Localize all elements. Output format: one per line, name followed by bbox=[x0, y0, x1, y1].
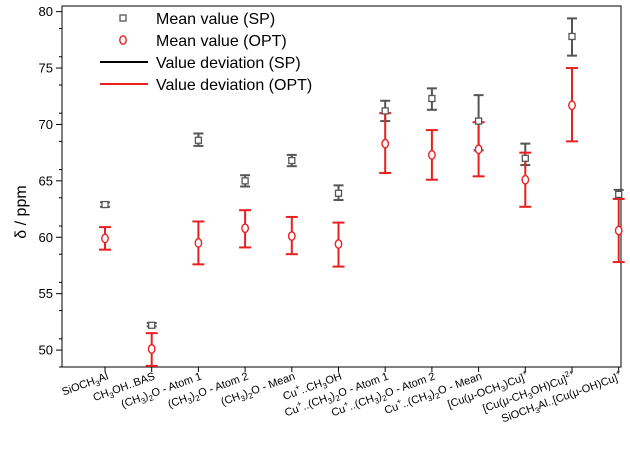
x-category-label-part: 2 bbox=[334, 393, 342, 403]
x-category-label-part: 2 bbox=[434, 391, 442, 401]
x-category-label-part: Cu bbox=[281, 387, 298, 403]
x-category-label-part: 2 bbox=[247, 391, 255, 401]
plot-frame bbox=[61, 5, 622, 368]
x-category-label-part: (CH bbox=[219, 391, 242, 409]
point-opt bbox=[287, 231, 296, 242]
x-category-label: Cu+..CH3OH bbox=[280, 368, 344, 405]
x-category-label-part: 3 bbox=[140, 396, 148, 406]
point-sp bbox=[568, 32, 576, 41]
point-opt bbox=[614, 225, 623, 236]
y-tick-label: 80 bbox=[39, 4, 53, 19]
x-category-label-part: 2 bbox=[381, 393, 389, 403]
point-opt bbox=[381, 138, 390, 149]
y-tick-label: 50 bbox=[39, 343, 53, 358]
point-sp bbox=[474, 117, 483, 125]
point-sp bbox=[101, 200, 109, 209]
x-category-label-part: + bbox=[295, 399, 303, 409]
x-category-label-part: ) bbox=[429, 388, 437, 401]
x-category-label-part: Al..[Cu(μ-OH)Cu] bbox=[536, 372, 619, 412]
y-axis-label: δ / ppm bbox=[13, 185, 30, 238]
x-category-label-part: ) bbox=[189, 390, 197, 403]
point-opt bbox=[147, 344, 156, 354]
x-category-label-part: 2+ bbox=[563, 368, 575, 380]
point-opt bbox=[194, 238, 203, 248]
x-category-label-part: + bbox=[395, 396, 403, 406]
legend-label: Mean value (OPT) bbox=[156, 33, 287, 50]
x-category-label-part: SiOCH bbox=[60, 375, 96, 398]
point-sp bbox=[428, 94, 436, 103]
legend-label: Value deviation (SP) bbox=[156, 55, 301, 72]
x-category-label-part: Cu bbox=[330, 403, 347, 419]
point-opt bbox=[474, 144, 483, 155]
point-sp bbox=[241, 177, 249, 185]
point-opt bbox=[241, 223, 250, 234]
x-category-label-part: ) bbox=[376, 390, 384, 403]
x-category-label-part: 3 bbox=[321, 381, 329, 391]
x-category-label-part: ) bbox=[242, 388, 250, 401]
point-opt bbox=[101, 233, 109, 244]
point-sp bbox=[615, 190, 623, 199]
y-tick-label: 65 bbox=[39, 173, 53, 188]
y-tick-label: 75 bbox=[39, 61, 53, 76]
x-category-label-part: 2 bbox=[147, 393, 155, 403]
x-category-label-part: 3 bbox=[373, 396, 381, 406]
legend: Mean value (SP) Mean value (OPT) Value dev… bbox=[100, 11, 312, 94]
point-sp bbox=[148, 321, 156, 329]
x-category-label-part: (CH bbox=[120, 393, 143, 411]
x-category-label-part: 2 bbox=[194, 393, 202, 403]
x-category-label-part: 3 bbox=[240, 394, 248, 404]
point-opt bbox=[521, 174, 530, 185]
point-sp bbox=[288, 156, 296, 165]
x-category-label-part: 3 bbox=[527, 391, 535, 401]
y-tick-label: 70 bbox=[39, 117, 53, 132]
point-opt bbox=[568, 100, 576, 111]
legend-label: Mean value (SP) bbox=[156, 11, 275, 28]
x-category-label-part: OH bbox=[324, 371, 344, 388]
x-category-label-part: 3 bbox=[94, 378, 102, 388]
x-category-label-part: 3 bbox=[500, 384, 508, 394]
x-category-label-part: 3 bbox=[108, 390, 116, 400]
x-category-label-part: 3 bbox=[187, 396, 195, 406]
x-category-label-part: Cu bbox=[283, 403, 300, 419]
point-sp bbox=[194, 136, 203, 144]
x-category-label-part: ) bbox=[142, 390, 150, 403]
x-category-label-part: (CH bbox=[166, 393, 189, 411]
point-sp bbox=[334, 189, 343, 197]
x-category-label-part: + bbox=[614, 368, 622, 378]
x-category-label-part: + bbox=[342, 399, 350, 409]
x-category-label-part: 3 bbox=[534, 405, 542, 415]
x-category-label-part: 3 bbox=[327, 396, 335, 406]
point-opt bbox=[427, 150, 436, 160]
y-tick-label: 60 bbox=[39, 230, 53, 245]
y-tick-label: 55 bbox=[39, 286, 53, 301]
axes: 50 55 60 65 70 75 80 bbox=[39, 4, 622, 372]
markers bbox=[101, 32, 623, 354]
x-category-label-part: + bbox=[294, 382, 302, 392]
legend-label: Value deviation (OPT) bbox=[156, 77, 312, 94]
point-sp bbox=[521, 154, 529, 162]
point-sp bbox=[381, 107, 389, 115]
legend-marker-square bbox=[119, 14, 127, 22]
x-category-label-part: CH bbox=[92, 387, 111, 404]
x-category-label-part: ) bbox=[329, 390, 337, 403]
point-opt bbox=[334, 239, 343, 249]
legend-marker-circle bbox=[119, 35, 127, 45]
x-category-label-part: 3 bbox=[426, 394, 434, 404]
x-category-label-part: Al bbox=[97, 371, 110, 386]
x-category-label-part: + bbox=[521, 368, 529, 378]
x-category-label-part: Cu bbox=[383, 401, 400, 417]
